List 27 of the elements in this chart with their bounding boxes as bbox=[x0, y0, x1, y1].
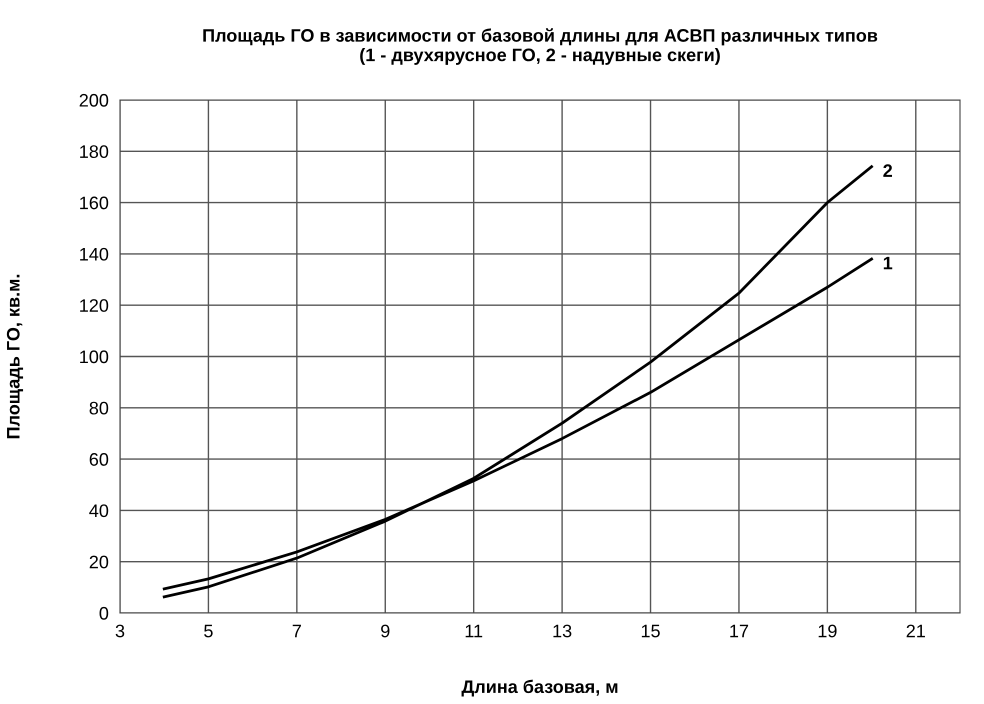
y-tick-label: 100 bbox=[80, 350, 108, 364]
x-tick-label: 11 bbox=[466, 624, 482, 638]
y-tick-label: 180 bbox=[80, 145, 108, 158]
y-tick-label: 160 bbox=[80, 196, 108, 210]
x-tick-label: 13 bbox=[553, 624, 572, 638]
x-tick-label: 3 bbox=[116, 624, 124, 638]
y-axis-title: Площадь ГО, кв.м. bbox=[6, 274, 24, 438]
y-tick-label: 120 bbox=[80, 299, 108, 312]
x-axis-title: Длина базовая, м bbox=[462, 680, 618, 697]
y-tick-label: 80 bbox=[90, 402, 108, 415]
y-tick-label: 60 bbox=[90, 453, 108, 466]
line-series bbox=[162, 165, 873, 598]
x-tick-label: 7 bbox=[292, 624, 301, 638]
y-tick-label: 40 bbox=[89, 504, 108, 518]
x-tick-label: 15 bbox=[642, 624, 660, 638]
y-tick-label: 0 bbox=[100, 606, 108, 620]
y-tick-label: 20 bbox=[90, 556, 108, 568]
chart-title: Площадь ГО в зависимости от базовой длины для АСВП различных типов (1 - двухярусное ГО, 2 - надувные скеги) bbox=[203, 28, 878, 65]
y-tick-label: 140 bbox=[80, 248, 108, 261]
series-label: 2 bbox=[883, 164, 892, 177]
x-tick-label: 19 bbox=[818, 624, 837, 638]
x-tick-label: 5 bbox=[204, 624, 213, 638]
y-tick-label: 200 bbox=[80, 94, 108, 107]
x-tick-label: 21 bbox=[906, 624, 925, 638]
x-tick-label: 17 bbox=[730, 624, 748, 638]
series-label: 1 bbox=[884, 256, 892, 270]
x-tick-label: 9 bbox=[381, 624, 390, 638]
